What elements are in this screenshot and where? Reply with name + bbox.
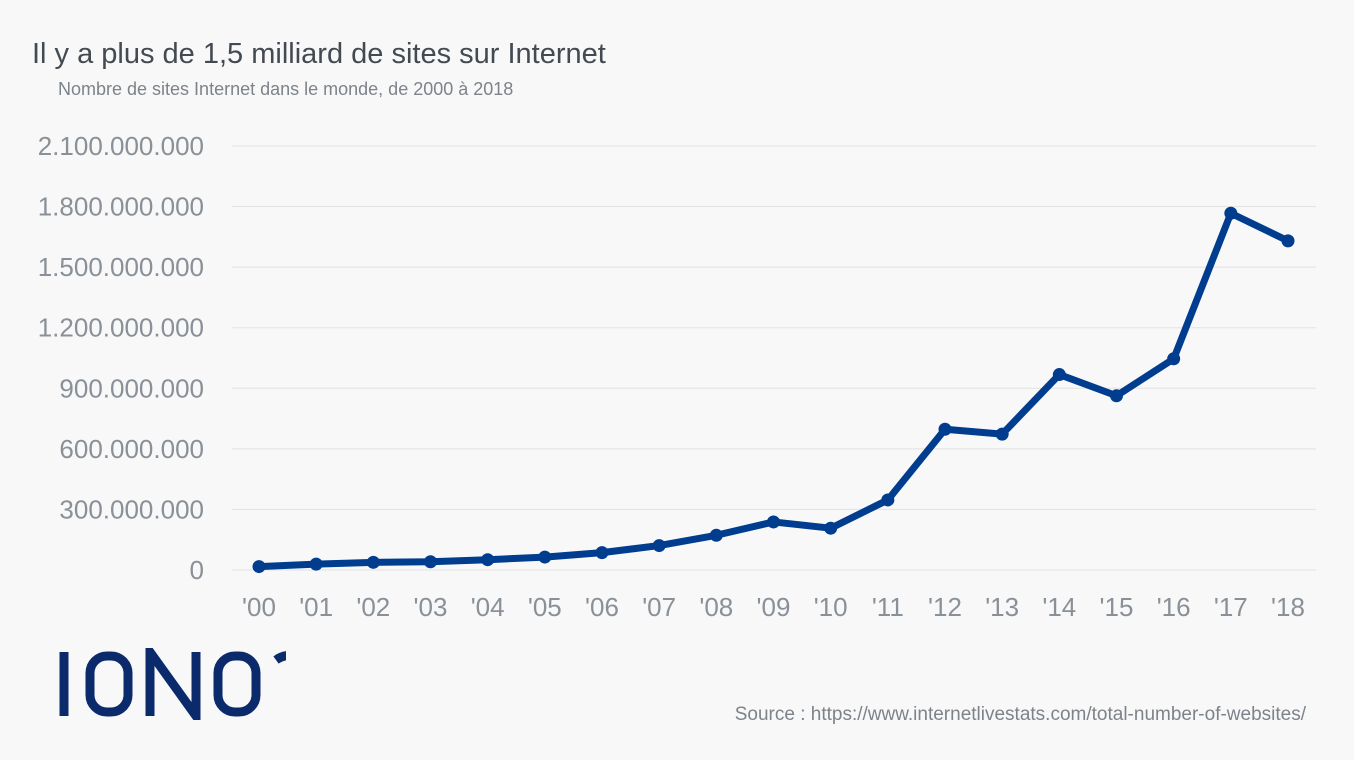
x-tick-label: '09 [757,592,791,622]
x-tick-label: '14 [1042,592,1076,622]
x-tick-label: '04 [471,592,505,622]
x-tick-label: '07 [642,592,676,622]
data-point [424,555,437,569]
y-tick-label: 300.000.000 [59,494,204,524]
data-point [252,560,266,574]
y-tick-label: 1.500.000.000 [38,252,204,282]
series-line [255,209,1292,571]
x-tick-label: '02 [356,592,390,622]
x-tick-label: '01 [299,592,333,622]
ionos-logo [59,648,286,720]
data-point [824,521,838,535]
data-point [1167,352,1181,366]
data-point [1110,389,1123,403]
x-tick-label: '05 [528,592,562,622]
data-point [652,539,666,553]
data-point [538,550,552,564]
x-tick-label: '11 [872,592,904,622]
x-tick-label: '15 [1100,592,1134,622]
data-point [366,555,380,569]
x-tick-label: '12 [928,592,962,622]
x-tick-label: '10 [814,592,848,622]
data-point [1281,234,1295,248]
y-tick-label: 1.200.000.000 [38,313,204,343]
data-point [995,427,1009,441]
data-point [881,493,895,507]
x-tick-label: '17 [1214,592,1248,622]
chart-subtitle: Nombre de sites Internet dans le monde, … [58,79,514,99]
data-point [309,557,323,571]
data-point [1052,368,1066,382]
x-tick-label: '00 [242,592,276,622]
x-tick-label: '16 [1157,592,1191,622]
source-note: Source : https://www.internetlivestats.c… [734,704,1306,725]
line-chart: 0 300.000.000 600.000.000 900.000.000 1.200.… [38,131,1316,622]
x-tick-label: '13 [985,592,1019,622]
data-point [767,515,780,529]
y-tick-label: 600.000.000 [59,434,204,464]
data-point [1224,206,1238,220]
chart-title: Il y a plus de 1,5 milliard de sites sur… [32,38,606,70]
x-tick-label: '08 [699,592,733,622]
data-point [481,553,495,567]
data-point [595,546,609,560]
x-tick-label: '18 [1271,592,1305,622]
y-tick-label: 0 [190,555,204,585]
y-tick-label: 900.000.000 [59,373,204,403]
y-tick-label: 2.100.000.000 [38,131,204,161]
y-tick-label: 1.800.000.000 [38,192,204,222]
data-point [938,422,952,436]
data-point [709,528,723,542]
x-tick-label: '06 [585,592,619,622]
x-tick-label: '03 [414,592,448,622]
